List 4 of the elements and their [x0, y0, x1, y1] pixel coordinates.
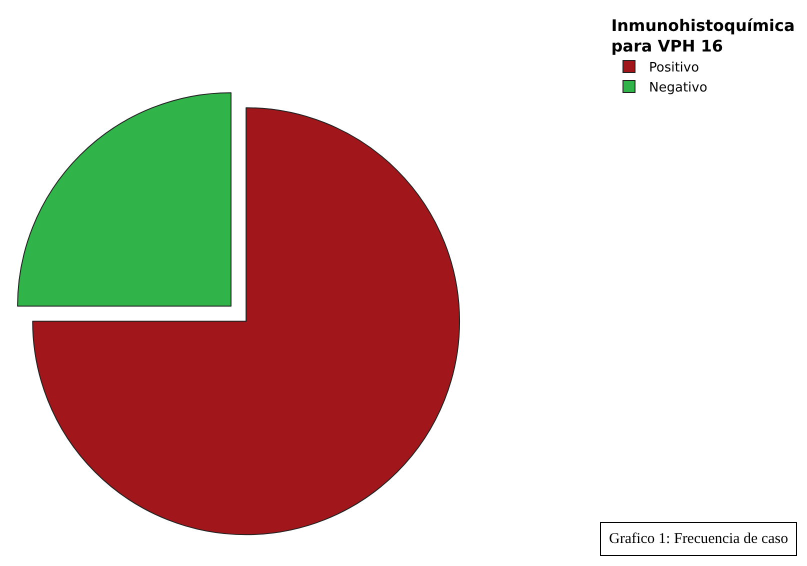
text: Grafico 1: Frecuencia de caso — [609, 531, 788, 547]
legend-label: Negativo — [649, 80, 708, 96]
legend-title: Inmunohistoquímica para VPH 16 — [611, 16, 795, 56]
legend-label: Positivo — [649, 60, 700, 76]
